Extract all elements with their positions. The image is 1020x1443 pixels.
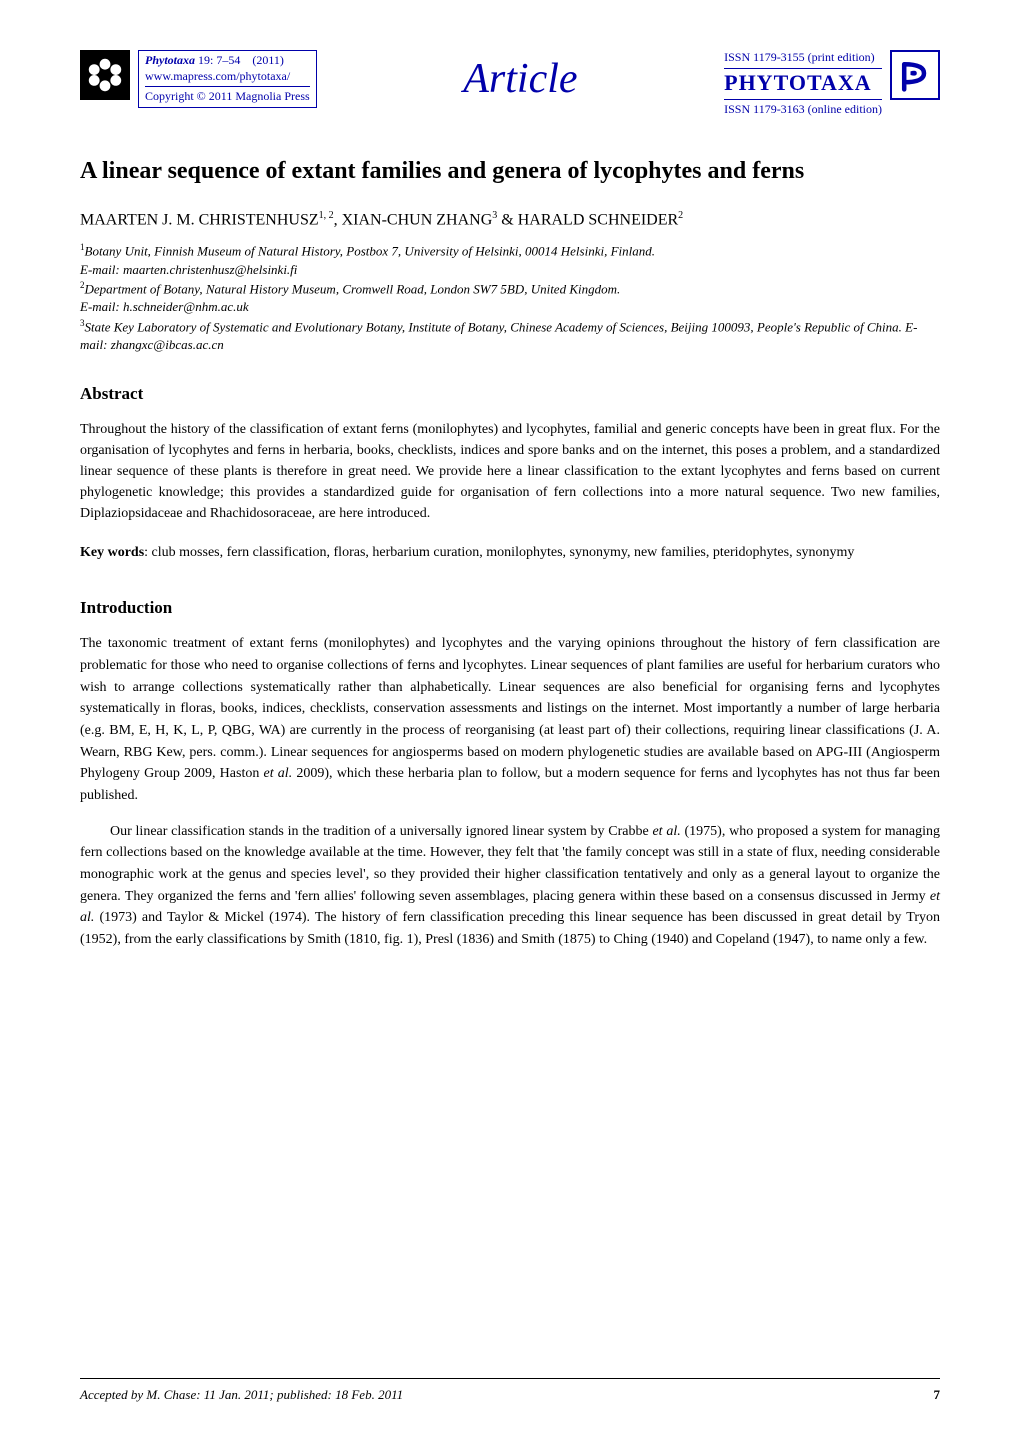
affiliation-1: 1Botany Unit, Finnish Museum of Natural … bbox=[80, 241, 940, 261]
journal-header-left: Phytotaxa 19: 7–54 (2011) www.mapress.co… bbox=[80, 50, 317, 108]
author-3-affil: 2 bbox=[678, 210, 683, 221]
author-1-affil: 1, 2 bbox=[319, 210, 334, 221]
author-sep-1: , bbox=[334, 211, 342, 228]
keywords-line: Key words: club mosses, fern classificat… bbox=[80, 542, 940, 563]
keywords-text: : club mosses, fern classification, flor… bbox=[144, 545, 854, 560]
journal-header-right: ISSN 1179-3155 (print edition) PHYTOTAXA… bbox=[724, 50, 940, 118]
p-logo-icon bbox=[890, 50, 940, 100]
affiliation-2: 2Department of Botany, Natural History M… bbox=[80, 279, 940, 299]
affiliation-1-email: E-mail: maarten.christenhusz@helsinki.fi bbox=[80, 261, 940, 279]
page-footer: Accepted by M. Chase: 11 Jan. 2011; publ… bbox=[80, 1378, 940, 1403]
author-3: HARALD SCHNEIDER bbox=[518, 211, 678, 228]
intro-para-2: Our linear classification stands in the … bbox=[80, 821, 940, 951]
affiliations-block: 1Botany Unit, Finnish Museum of Natural … bbox=[80, 241, 940, 354]
journal-header: Phytotaxa 19: 7–54 (2011) www.mapress.co… bbox=[80, 50, 940, 118]
author-2: XIAN-CHUN ZHANG bbox=[342, 211, 493, 228]
article-type-label: Article bbox=[463, 55, 577, 103]
issn-online: ISSN 1179-3163 (online edition) bbox=[724, 99, 882, 118]
journal-url[interactable]: www.mapress.com/phytotaxa/ bbox=[145, 69, 310, 85]
article-title: A linear sequence of extant families and… bbox=[80, 158, 940, 185]
abstract-text: Throughout the history of the classifica… bbox=[80, 419, 940, 524]
authors-line: MAARTEN J. M. CHRISTENHUSZ1, 2, XIAN-CHU… bbox=[80, 210, 940, 229]
journal-title-line: Phytotaxa 19: 7–54 (2011) bbox=[145, 53, 310, 69]
abstract-heading: Abstract bbox=[80, 384, 940, 404]
author-1: MAARTEN J. M. CHRISTENHUSZ bbox=[80, 211, 319, 228]
intro-para-1: The taxonomic treatment of extant ferns … bbox=[80, 633, 940, 807]
journal-title: Phytotaxa bbox=[145, 53, 195, 67]
issn-box: ISSN 1179-3155 (print edition) PHYTOTAXA… bbox=[724, 50, 882, 118]
flower-icon bbox=[80, 50, 130, 100]
journal-volume-pages: 19: 7–54 bbox=[198, 53, 240, 67]
author-sep-2: & bbox=[497, 211, 517, 228]
affiliation-3: 3State Key Laboratory of Systematic and … bbox=[80, 317, 940, 355]
introduction-heading: Introduction bbox=[80, 598, 940, 618]
footer-page-number: 7 bbox=[934, 1387, 941, 1403]
journal-year: (2011) bbox=[252, 53, 284, 67]
affiliation-2-email: E-mail: h.schneider@nhm.ac.uk bbox=[80, 298, 940, 316]
issn-print: ISSN 1179-3155 (print edition) bbox=[724, 50, 882, 69]
keywords-label: Key words bbox=[80, 545, 144, 560]
journal-copyright: Copyright © 2011 Magnolia Press bbox=[145, 86, 310, 105]
journal-brand: PHYTOTAXA bbox=[724, 69, 882, 98]
journal-info-box: Phytotaxa 19: 7–54 (2011) www.mapress.co… bbox=[138, 50, 317, 108]
footer-accepted: Accepted by M. Chase: 11 Jan. 2011; publ… bbox=[80, 1387, 403, 1403]
